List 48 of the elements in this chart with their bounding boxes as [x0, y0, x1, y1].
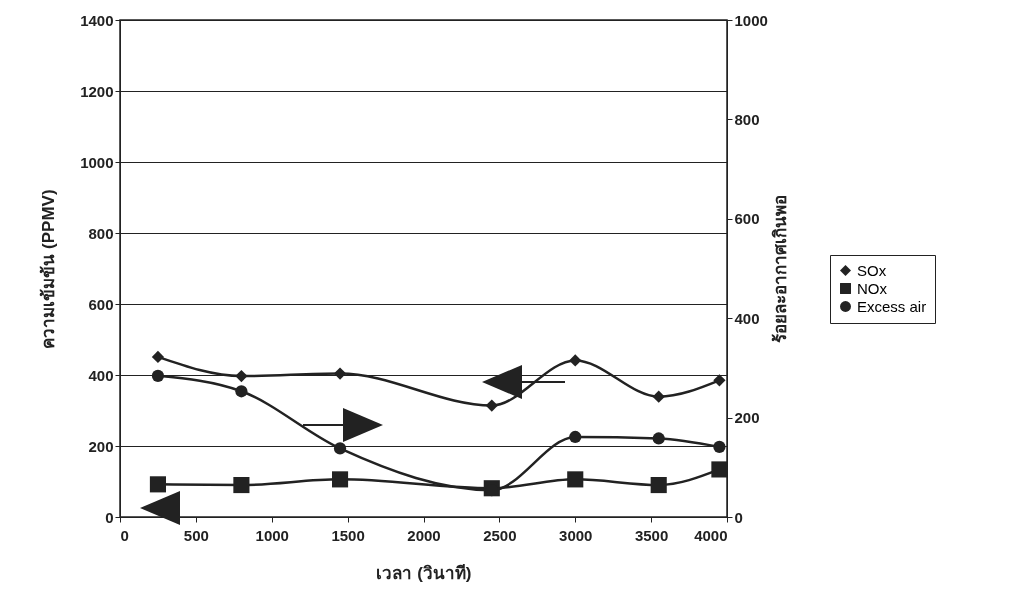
- x-tick-label: 2500: [483, 526, 517, 544]
- y-tick-label: 1200: [80, 82, 114, 100]
- y-tick-label: 400: [88, 366, 114, 384]
- x-tick-label: 4000: [694, 526, 728, 544]
- y2-axis-title: ร้อยละอากาศเกินพอ: [770, 195, 790, 343]
- y2-tick-label: 800: [734, 110, 760, 128]
- y-tick-label: 800: [88, 224, 114, 242]
- y-tick-label: 600: [88, 295, 114, 313]
- y-tick-label: 200: [88, 437, 114, 455]
- x-tick-label: 2000: [407, 526, 441, 544]
- point: [233, 476, 250, 494]
- x-tick-label: 1500: [331, 526, 365, 544]
- y2-tick-label: 400: [734, 309, 760, 327]
- point: [151, 350, 165, 364]
- x-tick-label: 500: [183, 526, 209, 544]
- point: [333, 367, 347, 380]
- x-tick-label: 1000: [255, 526, 289, 544]
- point: [569, 354, 582, 367]
- point: [650, 476, 667, 494]
- point: [567, 471, 584, 488]
- y-axis-title: ความเข้มข้น (PPMV): [39, 189, 59, 349]
- legend-label: SOx: [857, 261, 887, 279]
- point: [652, 390, 665, 403]
- y-tick-label: 0: [105, 508, 114, 526]
- x-tick-label: 0: [120, 526, 129, 544]
- point: [333, 442, 347, 455]
- point: [713, 440, 726, 454]
- point: [713, 374, 726, 387]
- x-tick-label: 3000: [559, 526, 593, 544]
- point: [569, 430, 582, 444]
- x-axis-title: เวลา (วินาที): [376, 562, 472, 583]
- point: [235, 369, 248, 383]
- point: [151, 369, 165, 382]
- y2-tick-label: 200: [734, 409, 760, 427]
- point: [149, 476, 166, 493]
- point: [331, 471, 349, 488]
- point: [235, 385, 248, 398]
- y-tick-label: 1400: [80, 11, 114, 29]
- y2-tick-label: 1000: [734, 11, 768, 29]
- point: [485, 399, 498, 412]
- legend-label: Excess air: [857, 297, 927, 315]
- legend-label: NOx: [857, 279, 888, 297]
- y2-tick-label: 0: [734, 508, 743, 526]
- y2-tick-label: 600: [734, 210, 760, 228]
- point: [711, 461, 728, 478]
- point: [652, 432, 665, 445]
- y-tick-label: 1000: [80, 153, 114, 171]
- x-tick-label: 3500: [634, 526, 669, 544]
